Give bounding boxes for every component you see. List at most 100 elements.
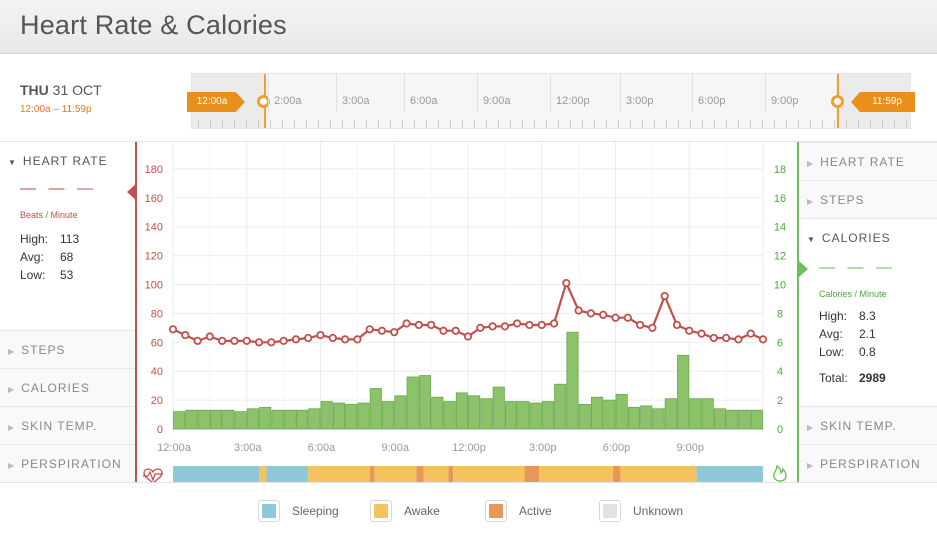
activity-segment bbox=[173, 466, 260, 482]
calories-stats: High: 8.3 Avg: 2.1 Low: 0.8 bbox=[819, 307, 876, 361]
timeline-divider bbox=[404, 74, 405, 112]
calorie-bar bbox=[259, 406, 272, 430]
calorie-bar bbox=[492, 386, 505, 430]
timeline-tick bbox=[714, 120, 715, 128]
heart-rate-point bbox=[242, 336, 251, 345]
calorie-bar bbox=[222, 409, 235, 430]
total-label: Total: bbox=[819, 371, 848, 385]
timeline-tick bbox=[534, 120, 535, 128]
stat-label: Avg: bbox=[819, 327, 843, 341]
stat-value: 68 bbox=[60, 250, 74, 264]
y-right-tick-label: 18 bbox=[774, 164, 786, 176]
timeline-tick bbox=[294, 120, 295, 128]
caret-right-icon: ▶ bbox=[807, 423, 815, 432]
calories-axis-bar bbox=[797, 142, 799, 482]
sidebar-item-steps[interactable]: ▶ STEPS bbox=[0, 330, 137, 368]
timeline-tick bbox=[390, 120, 391, 128]
x-tick-label: 3:00p bbox=[529, 442, 557, 454]
heart-rate-point bbox=[709, 333, 718, 343]
y-left-tick-label: 100 bbox=[145, 280, 163, 292]
heart-rate-point bbox=[549, 319, 559, 328]
caret-right-icon: ▶ bbox=[807, 159, 815, 168]
sidebar-item-perspiration[interactable]: ▶ PERSPIRATION bbox=[0, 444, 137, 482]
legend-item-active[interactable]: Active bbox=[485, 500, 552, 522]
y-left-tick-label: 180 bbox=[145, 164, 163, 176]
x-tick-label: 3:00a bbox=[234, 442, 262, 454]
calorie-bar bbox=[689, 398, 702, 430]
timeline-scrubber[interactable]: 12:00a 11:59p 2:00a 3:00a 6:00a 9:00a 12:00p… bbox=[187, 73, 915, 129]
timeline-tick bbox=[450, 120, 451, 128]
y-right-tick-label: 2 bbox=[777, 395, 783, 407]
sidebar-item-calories[interactable]: ▶ CALORIES bbox=[0, 368, 137, 406]
sidebar-item-label: CALORIES bbox=[21, 381, 90, 395]
calorie-bar bbox=[271, 409, 284, 430]
timeline-tick bbox=[906, 120, 907, 128]
timeline-tick bbox=[522, 120, 523, 128]
calorie-bar bbox=[320, 401, 333, 430]
timeline-end-flag[interactable]: 11:59p bbox=[851, 92, 915, 112]
y-right-tick-label: 14 bbox=[774, 222, 786, 234]
y-right-tick-label: 8 bbox=[777, 308, 783, 320]
y-right-tick-label: 6 bbox=[777, 337, 783, 349]
legend-item-unknown[interactable]: Unknown bbox=[599, 500, 683, 522]
pulse-icon bbox=[143, 470, 163, 482]
sidebar-item-label: STEPS bbox=[21, 343, 66, 357]
calorie-bar bbox=[246, 408, 259, 430]
timeline-tick bbox=[594, 120, 595, 128]
heart-rate-point bbox=[439, 326, 448, 335]
legend-label: Active bbox=[519, 504, 552, 518]
activity-segment bbox=[448, 466, 454, 482]
calorie-bar bbox=[726, 409, 739, 430]
timeline-label: 9:00p bbox=[771, 95, 799, 107]
stat-avg: Avg: 2.1 bbox=[819, 325, 876, 343]
calorie-bar bbox=[541, 401, 554, 430]
heart-rate-point bbox=[304, 333, 313, 343]
calorie-bar bbox=[357, 402, 370, 430]
caret-down-icon: ▼ bbox=[8, 158, 17, 167]
timeline-tick bbox=[786, 120, 787, 128]
timeline-divider bbox=[550, 74, 551, 112]
timeline-label: 6:00p bbox=[698, 95, 726, 107]
sidebar-item-skin-temp[interactable]: ▶ SKIN TEMP. bbox=[0, 406, 137, 444]
date-dow: THU bbox=[20, 82, 49, 98]
heart-rate-heading[interactable]: ▼ HEART RATE bbox=[8, 154, 108, 168]
timeline-tick bbox=[834, 120, 835, 128]
legend-label: Unknown bbox=[633, 504, 684, 518]
activity-segment bbox=[524, 466, 540, 482]
timeline-tick bbox=[222, 120, 223, 128]
legend-swatch bbox=[258, 500, 280, 522]
calories-heading[interactable]: ▼ CALORIES bbox=[807, 231, 891, 245]
heart-rate-point bbox=[291, 335, 301, 344]
page-title: Heart Rate & Calories bbox=[20, 10, 287, 40]
calorie-bar bbox=[418, 375, 432, 430]
caret-right-icon: ▶ bbox=[8, 347, 16, 356]
legend-item-sleeping[interactable]: Sleeping bbox=[258, 500, 339, 522]
legend-swatch-fill bbox=[603, 504, 617, 518]
timeline-tick bbox=[870, 120, 871, 128]
x-tick-label: 9:00a bbox=[381, 442, 409, 454]
heart-rate-point bbox=[648, 323, 657, 332]
sidebar-item-skin-temp[interactable]: ▶ SKIN TEMP. bbox=[799, 406, 937, 444]
stat-high: High: 8.3 bbox=[819, 307, 876, 325]
calorie-bar bbox=[480, 398, 493, 430]
calorie-bar bbox=[566, 331, 579, 430]
heart-rate-axis-bar bbox=[135, 142, 137, 482]
timeline-tick bbox=[642, 120, 643, 128]
timeline-tick bbox=[774, 120, 775, 128]
total-value: 2989 bbox=[859, 371, 886, 385]
timeline-ticks bbox=[192, 118, 912, 128]
timeline-start-flag[interactable]: 12:00a bbox=[187, 92, 245, 112]
timeline-tick bbox=[198, 120, 199, 128]
sidebar-item-steps[interactable]: ▶ STEPS bbox=[799, 180, 937, 218]
sidebar-item-perspiration[interactable]: ▶ PERSPIRATION bbox=[799, 444, 937, 482]
timeline-end-handle[interactable] bbox=[831, 95, 844, 108]
timeline-label: 3:00p bbox=[626, 95, 654, 107]
timeline-tick bbox=[630, 120, 631, 128]
sidebar-item-heart-rate[interactable]: ▶ HEART RATE bbox=[799, 142, 937, 180]
heart-rate-calories-chart: 0 20 40 60 80 100 120 140 160 180 0 2 4 6 8 10 12 14 16 18 1… bbox=[143, 142, 787, 484]
timeline-tick bbox=[282, 120, 283, 128]
legend-item-awake[interactable]: Awake bbox=[370, 500, 440, 522]
timeline-tick bbox=[414, 120, 415, 128]
timeline-tick bbox=[438, 120, 439, 128]
